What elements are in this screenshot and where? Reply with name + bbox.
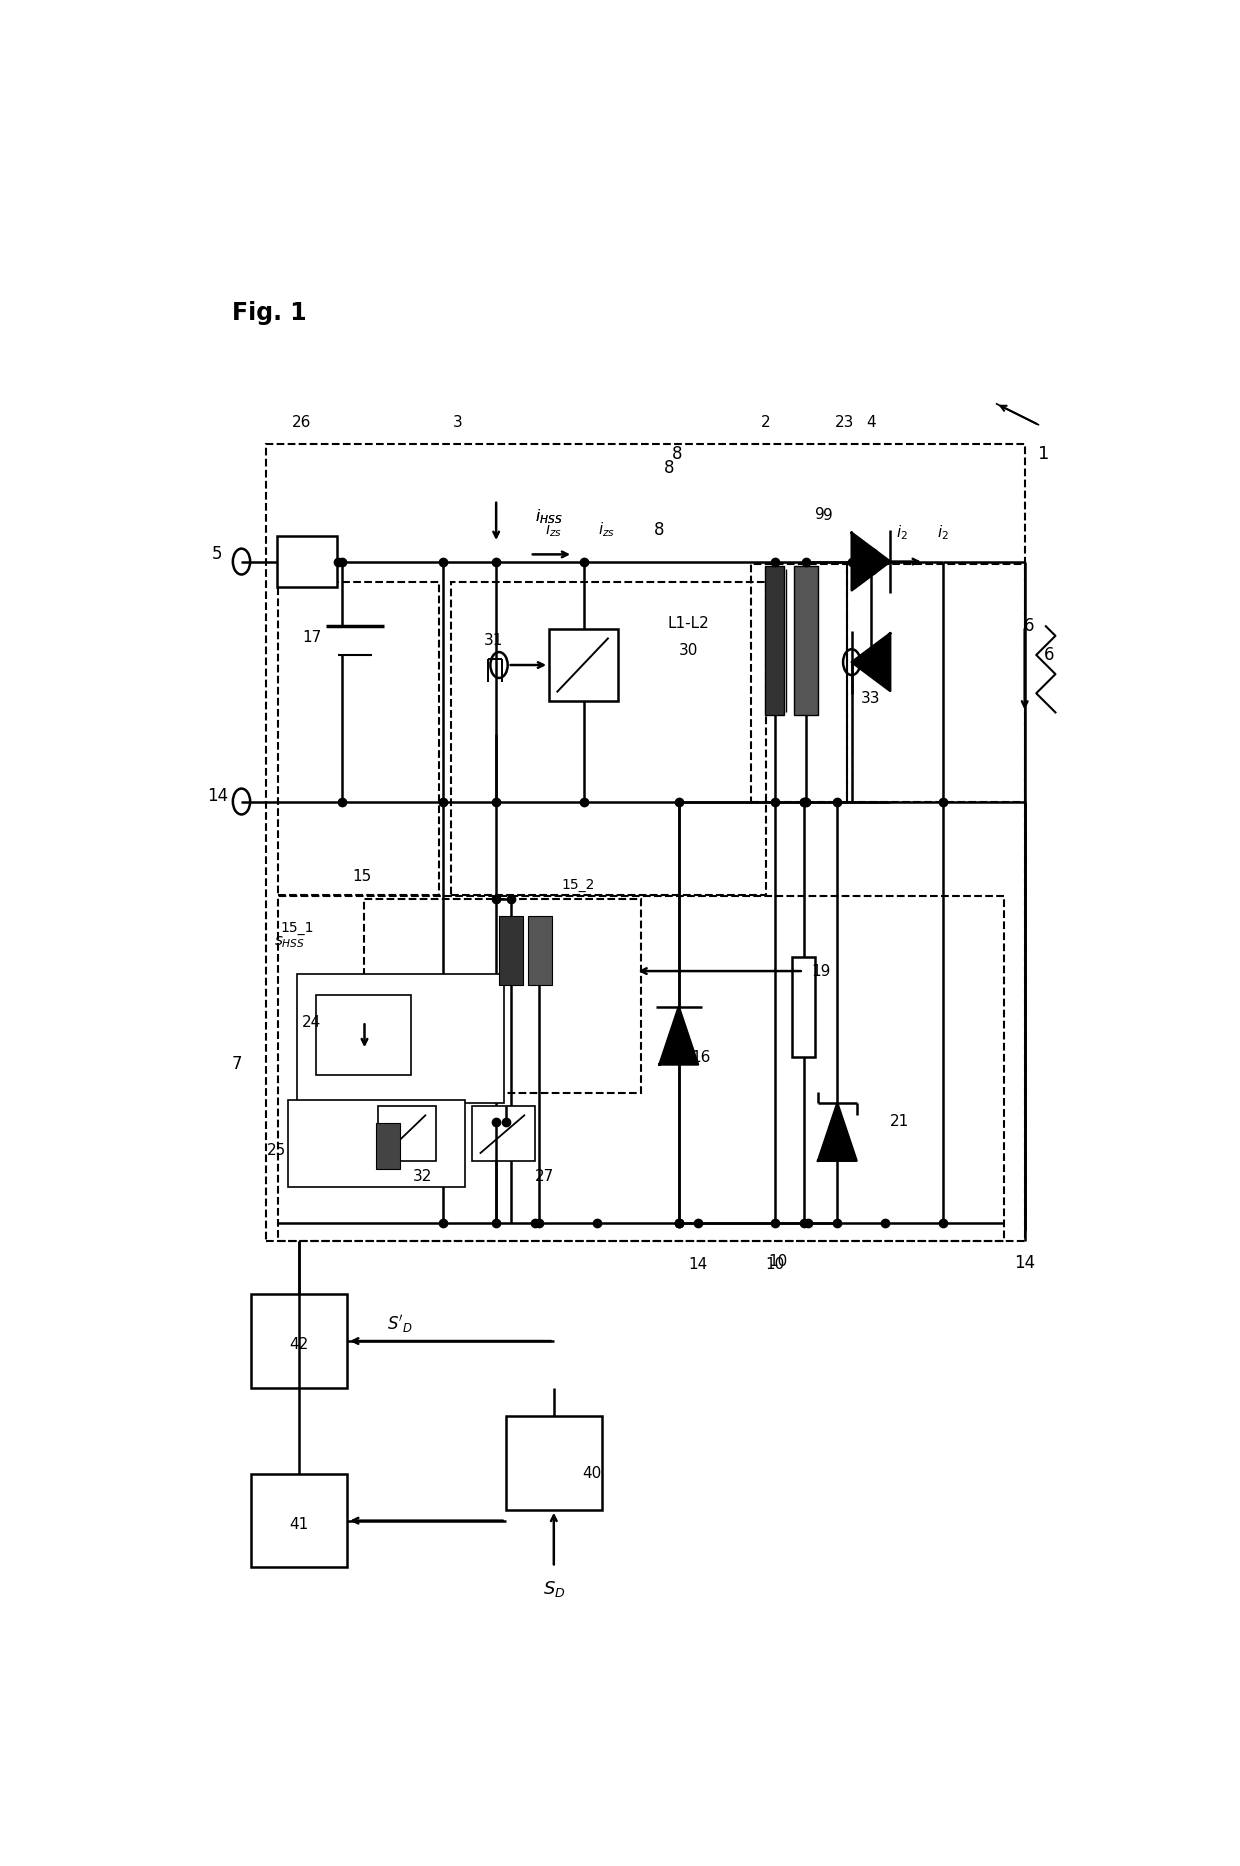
Text: 23: 23 — [836, 414, 854, 429]
Bar — [847, 564, 1024, 802]
Text: $s_{HSS}$: $s_{HSS}$ — [274, 935, 305, 950]
Bar — [278, 896, 1003, 1241]
Text: $i_{HSS}$: $i_{HSS}$ — [536, 508, 563, 526]
Text: 8: 8 — [655, 521, 665, 539]
Text: 27: 27 — [534, 1168, 554, 1185]
Text: $i_{HSS}$: $i_{HSS}$ — [536, 508, 563, 526]
Bar — [278, 582, 439, 896]
Text: 9: 9 — [823, 508, 832, 522]
Polygon shape — [852, 633, 890, 690]
Text: 32: 32 — [413, 1168, 432, 1185]
Text: $S'_D$: $S'_D$ — [387, 1314, 413, 1334]
Text: $i_{zs}$: $i_{zs}$ — [598, 521, 615, 539]
Bar — [378, 1107, 435, 1161]
Text: 9: 9 — [815, 508, 825, 522]
Text: 14: 14 — [688, 1256, 708, 1271]
Text: $S_D$: $S_D$ — [543, 1579, 565, 1599]
Text: 21: 21 — [890, 1114, 909, 1129]
Polygon shape — [852, 534, 890, 590]
Text: $i_{zs}$: $i_{zs}$ — [546, 521, 563, 539]
Text: 31: 31 — [484, 633, 503, 648]
Text: 15: 15 — [352, 870, 371, 884]
Text: 7: 7 — [232, 1056, 242, 1073]
Text: $i_2$: $i_2$ — [937, 524, 949, 543]
Text: 14: 14 — [207, 787, 228, 804]
Text: 8: 8 — [663, 459, 675, 478]
Text: 4: 4 — [866, 414, 875, 429]
Text: 3: 3 — [453, 414, 463, 429]
Polygon shape — [660, 1008, 698, 1064]
Text: 17: 17 — [303, 631, 321, 646]
Text: 33: 33 — [862, 690, 880, 705]
Bar — [298, 974, 503, 1103]
Text: 30: 30 — [678, 644, 698, 659]
Text: 26: 26 — [291, 414, 311, 429]
Text: Fig. 1: Fig. 1 — [232, 300, 306, 325]
Bar — [472, 1107, 534, 1161]
Bar — [751, 564, 847, 802]
Text: 41: 41 — [289, 1517, 309, 1532]
Text: 6: 6 — [1024, 618, 1034, 634]
Bar — [365, 899, 641, 1093]
Text: 2: 2 — [760, 414, 770, 429]
Text: 5: 5 — [212, 545, 223, 564]
Text: 40: 40 — [583, 1467, 601, 1482]
Text: 42: 42 — [289, 1338, 309, 1353]
Bar — [792, 957, 815, 1058]
Bar — [250, 1474, 347, 1567]
Text: 25: 25 — [267, 1144, 285, 1159]
Bar — [250, 1295, 347, 1388]
Bar — [549, 629, 619, 702]
Text: 6: 6 — [1044, 646, 1054, 664]
Text: 19: 19 — [811, 963, 831, 978]
Text: 16: 16 — [691, 1051, 711, 1065]
Text: 1: 1 — [1038, 444, 1049, 463]
Text: 10: 10 — [768, 1254, 787, 1269]
Bar — [277, 536, 336, 588]
Text: 15_2: 15_2 — [562, 877, 594, 892]
Bar — [265, 444, 1024, 1241]
Bar — [316, 995, 410, 1075]
Text: 24: 24 — [303, 1015, 321, 1030]
Bar — [528, 916, 552, 985]
Text: L1-L2: L1-L2 — [667, 616, 709, 631]
Text: 8: 8 — [672, 444, 682, 463]
Bar — [376, 1123, 401, 1170]
Bar — [794, 565, 818, 715]
Text: 10: 10 — [765, 1256, 785, 1271]
Bar — [288, 1101, 465, 1187]
Bar — [498, 916, 523, 985]
Text: 14: 14 — [1014, 1254, 1035, 1273]
Bar — [765, 565, 785, 715]
Text: $i_2$: $i_2$ — [895, 524, 908, 543]
Bar — [451, 582, 766, 896]
Text: 15_1: 15_1 — [280, 922, 314, 935]
Bar — [506, 1416, 601, 1510]
Polygon shape — [818, 1103, 857, 1161]
